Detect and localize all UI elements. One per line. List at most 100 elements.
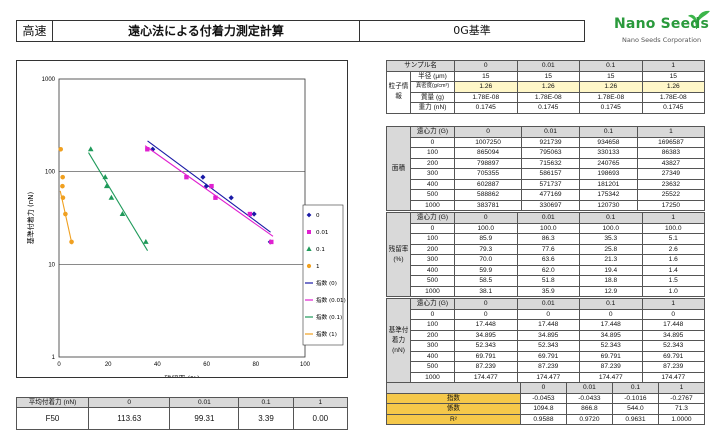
cell: 51.8 bbox=[516, 275, 580, 287]
legend-label: 0 bbox=[316, 213, 320, 219]
row-label: 300 bbox=[410, 168, 455, 180]
y-tick-label: 1 bbox=[52, 355, 56, 361]
col-header: 0.1 bbox=[579, 298, 643, 310]
col-header: 0 bbox=[454, 212, 518, 224]
col-header: 0.01 bbox=[516, 298, 580, 310]
cell: 100.0 bbox=[579, 222, 643, 234]
legend-marker bbox=[306, 246, 312, 251]
area-table: 面積 遠心力 (G) 0 0.01 0.1 1 0 1007250 921739 934658 16… bbox=[386, 126, 706, 211]
f50-label: F50 bbox=[16, 407, 89, 430]
row-label: 0 bbox=[410, 136, 455, 148]
row-label: 1000 bbox=[410, 371, 455, 383]
page-title: 遠心法による付着力測定計算 bbox=[128, 24, 284, 38]
cell: 17.448 bbox=[454, 319, 518, 331]
f50-value: 0.00 bbox=[292, 407, 349, 430]
point-0 bbox=[203, 183, 209, 189]
average-force-table: 平均付着力 (nN) 0 0.01 0.1 1 F50 113.63 99.31… bbox=[16, 397, 349, 430]
y-tick-label: 100 bbox=[45, 170, 56, 176]
fit-corner bbox=[386, 382, 521, 394]
f50-value: 99.31 bbox=[169, 407, 240, 430]
cell: 0.9631 bbox=[611, 413, 659, 425]
group-label: 基準付着力 (nN) bbox=[386, 298, 411, 383]
x-tick-label: 40 bbox=[154, 362, 161, 368]
row-label: 1000 bbox=[410, 199, 455, 211]
chart-svg: 1101001000020406080100残留率 (%)基準付着力 (nN)0… bbox=[26, 77, 346, 383]
row-label: 500 bbox=[410, 275, 455, 287]
cell: 100.0 bbox=[454, 222, 518, 234]
cell: 71.3 bbox=[657, 403, 706, 415]
cell: 17.448 bbox=[579, 319, 643, 331]
col-header: 遠心力 (G) bbox=[410, 126, 455, 138]
cell: 34.895 bbox=[641, 329, 705, 341]
cell: 17.448 bbox=[641, 319, 705, 331]
density-input[interactable]: 1.26 bbox=[454, 81, 518, 93]
cell: 86.3 bbox=[516, 233, 580, 245]
cell: 1.6 bbox=[641, 254, 705, 266]
cell: 12.9 bbox=[579, 285, 643, 297]
cell: 175342 bbox=[578, 189, 638, 201]
col-header: 1 bbox=[636, 126, 706, 138]
cell: 330133 bbox=[578, 147, 638, 159]
col-header: 遠心力 (G) bbox=[410, 212, 455, 224]
col-header: 1 bbox=[641, 212, 705, 224]
fit-label-r2: R² bbox=[386, 413, 521, 425]
cell: 0.9588 bbox=[519, 413, 567, 425]
cell: 86383 bbox=[636, 147, 706, 159]
cell: -0.0433 bbox=[565, 392, 613, 404]
cell: 1.78E-08 bbox=[641, 91, 705, 103]
cell: 2.6 bbox=[641, 243, 705, 255]
resid-table: 残留率 (%) 遠心力 (G) 0 0.01 0.1 1 0 100.0 100.0 100.0 1… bbox=[386, 212, 705, 297]
row-label: 100 bbox=[410, 147, 455, 159]
cell: 174.477 bbox=[579, 371, 643, 383]
fit-line-0.01 bbox=[144, 145, 274, 237]
col-header: 0 bbox=[519, 382, 567, 394]
point-0.01 bbox=[145, 147, 150, 152]
row-label: 300 bbox=[410, 254, 455, 266]
cell: 1.4 bbox=[641, 264, 705, 276]
cell: 1007250 bbox=[453, 136, 523, 148]
row-label: 100 bbox=[410, 233, 455, 245]
point-0.1 bbox=[87, 146, 94, 152]
density-input[interactable]: 1.26 bbox=[516, 81, 580, 93]
point-1 bbox=[60, 174, 65, 180]
logo-name: Nano Seeds bbox=[614, 16, 710, 32]
cell: 58.5 bbox=[454, 275, 518, 287]
row-label: 半径 (μm) bbox=[410, 70, 455, 82]
cell: 87.239 bbox=[516, 361, 580, 373]
cell: 330697 bbox=[521, 199, 580, 211]
legend-marker bbox=[306, 263, 312, 269]
cell: 602887 bbox=[453, 178, 523, 190]
col-header: 0 bbox=[454, 298, 518, 310]
x-tick-label: 100 bbox=[300, 362, 311, 368]
cell: 69.791 bbox=[641, 350, 705, 362]
cell: -0.0453 bbox=[519, 392, 567, 404]
point-0.1 bbox=[119, 211, 126, 217]
cell: 181201 bbox=[578, 178, 638, 190]
title-bar: 高速 遠心法による付着力測定計算 bbox=[16, 20, 360, 42]
cell: 34.895 bbox=[516, 329, 580, 341]
cell: 705355 bbox=[453, 168, 523, 180]
cell: 59.9 bbox=[454, 264, 518, 276]
y-tick-label: 10 bbox=[48, 262, 55, 268]
col-header: 1 bbox=[641, 298, 705, 310]
particle-info-table: サンプル名 0 0.01 0.1 1 粒子情報 半径 (μm) 15 15 15 15… bbox=[386, 60, 705, 114]
logo-subtitle: Nano Seeds Corporation bbox=[622, 36, 702, 44]
cell: 63.6 bbox=[516, 254, 580, 266]
cell: 571737 bbox=[521, 178, 580, 190]
cell: 25522 bbox=[636, 189, 706, 201]
cell: 18.8 bbox=[579, 275, 643, 287]
cell: 921739 bbox=[521, 136, 580, 148]
cell: 198693 bbox=[578, 168, 638, 180]
cell: 1.78E-08 bbox=[516, 91, 580, 103]
density-input[interactable]: 1.26 bbox=[641, 81, 705, 93]
cell: 34.895 bbox=[579, 329, 643, 341]
point-1 bbox=[58, 146, 64, 152]
legend-label: 0.1 bbox=[316, 247, 325, 253]
adhesion-chart: 1101001000020406080100残留率 (%)基準付着力 (nN)0… bbox=[16, 60, 348, 383]
col-header: 0.1 bbox=[611, 382, 659, 394]
point-0.1 bbox=[143, 238, 149, 244]
row-label: 200 bbox=[410, 243, 455, 255]
legend-label: 指数 (1) bbox=[316, 330, 337, 338]
density-input[interactable]: 1.26 bbox=[579, 81, 643, 93]
cell: 85.9 bbox=[454, 233, 518, 245]
